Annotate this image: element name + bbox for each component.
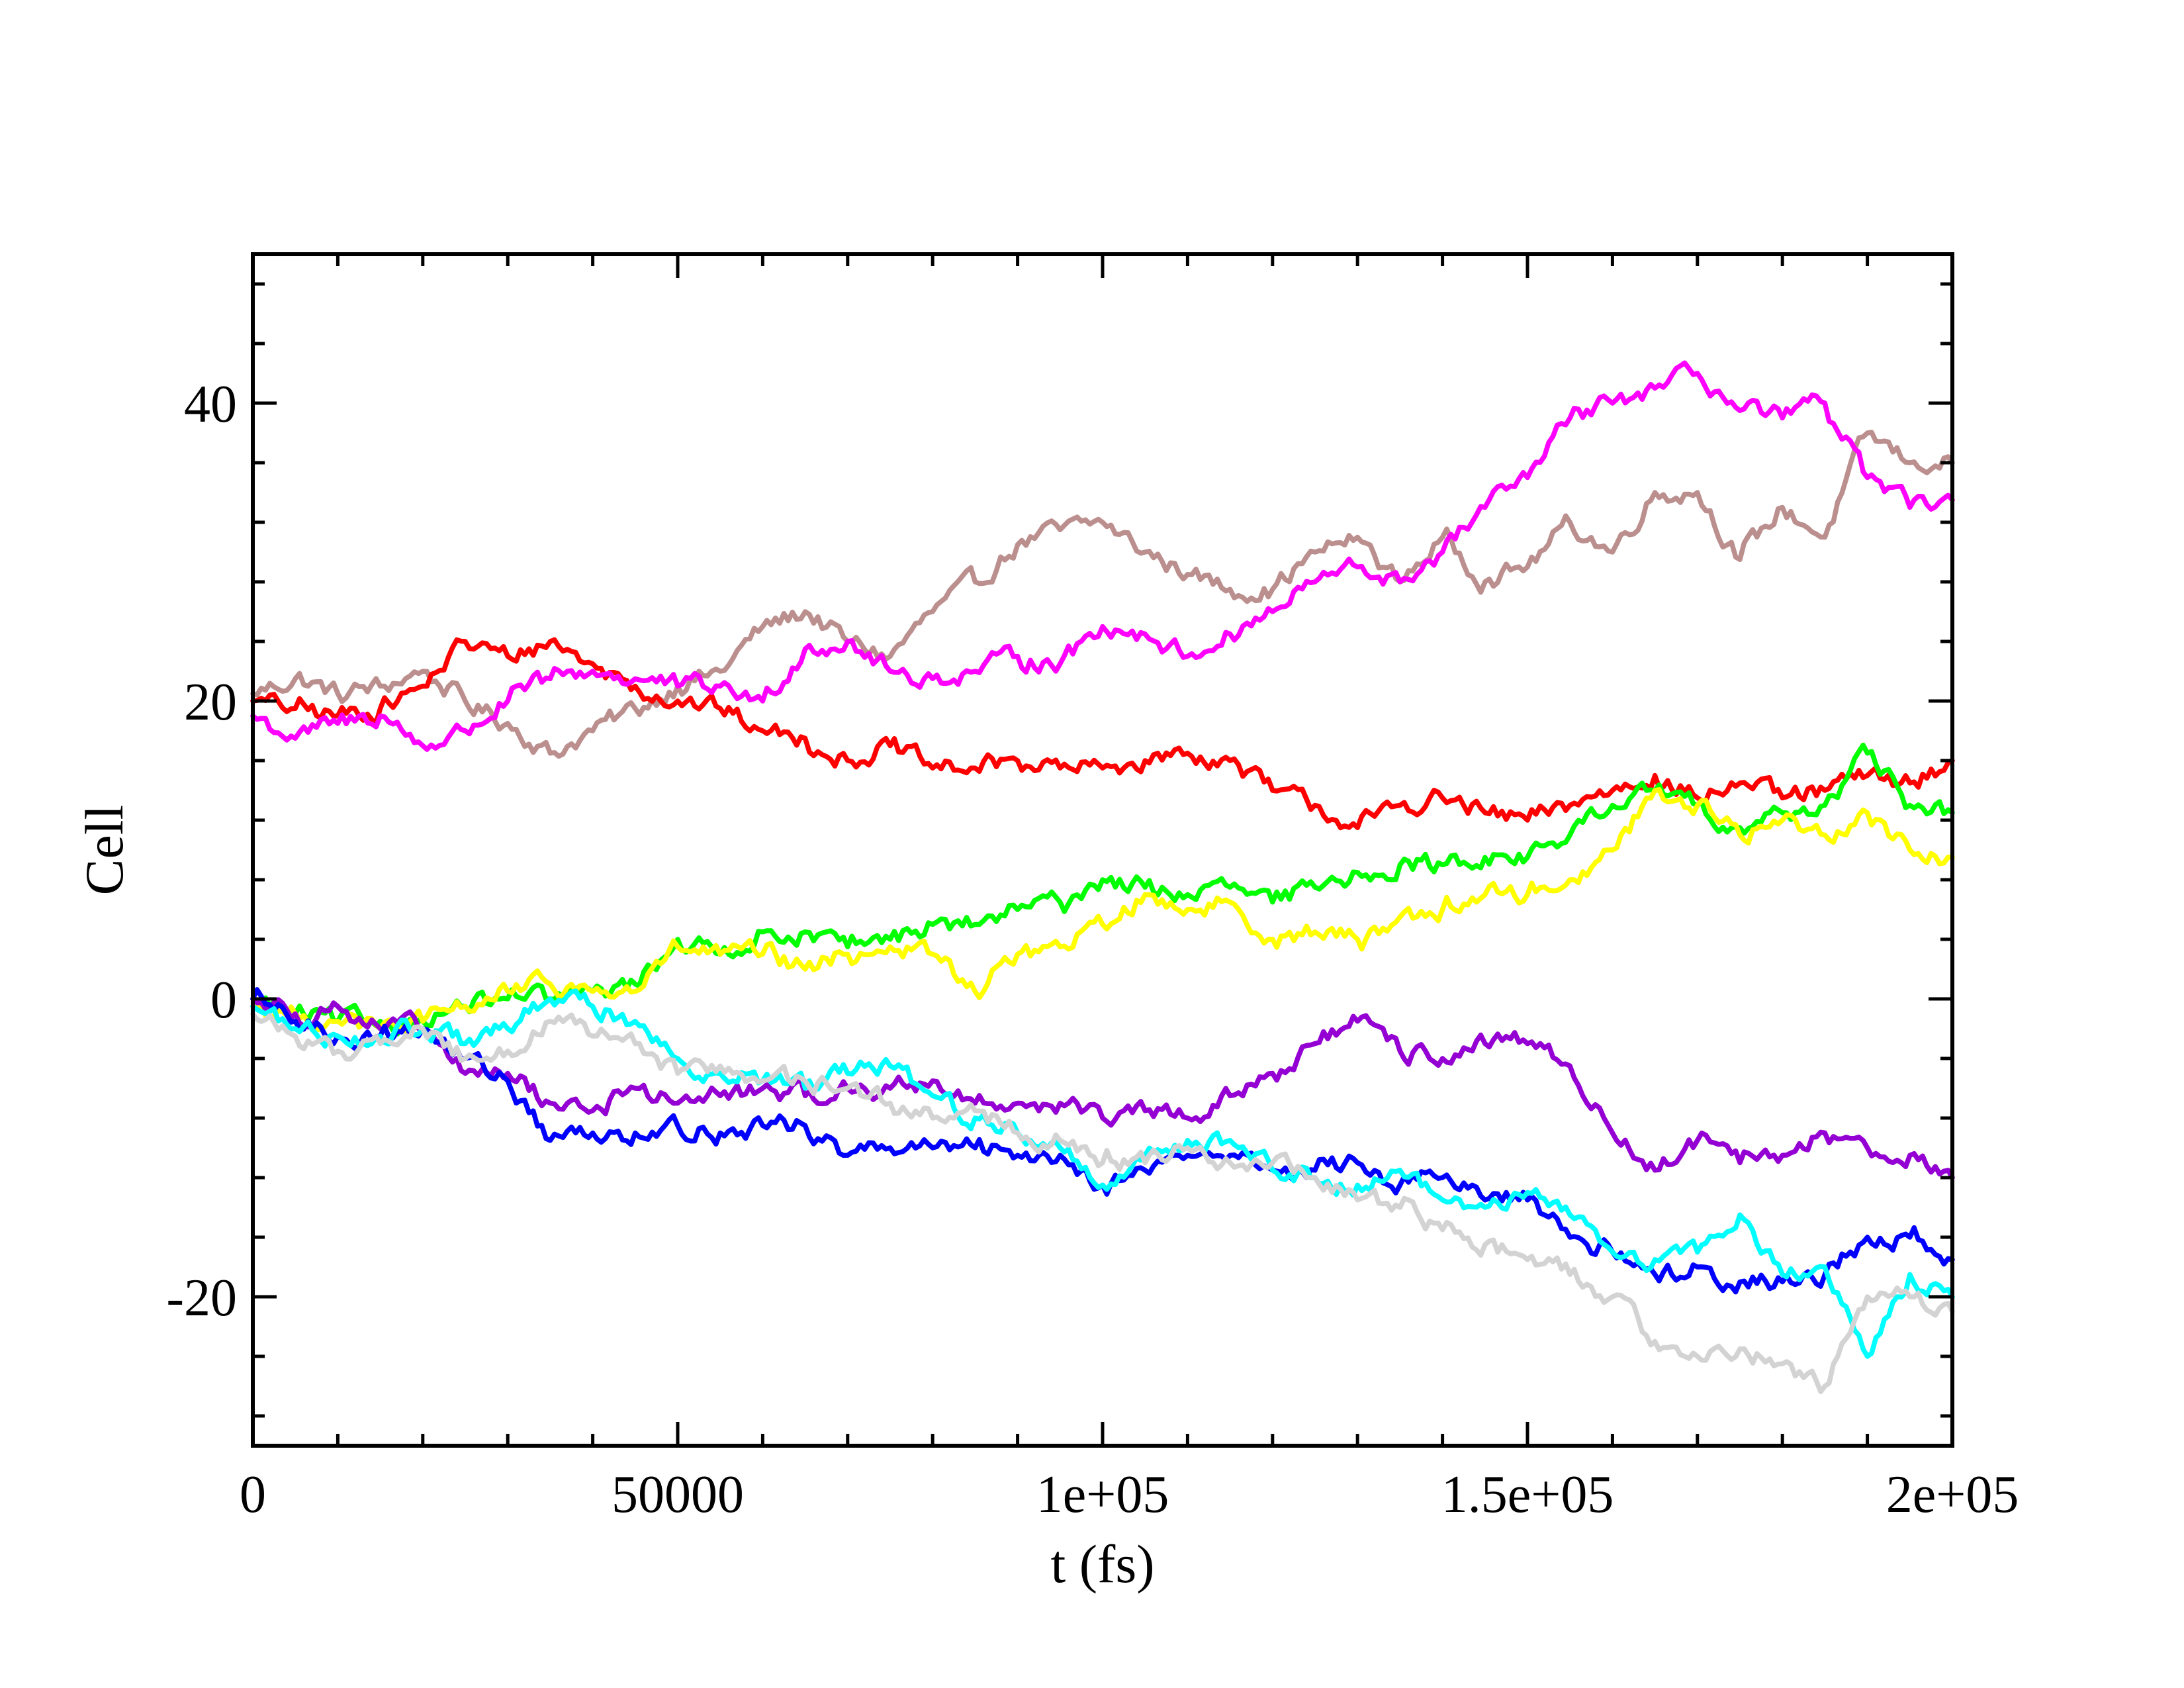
series-line-2: [250, 637, 1955, 831]
series-line-8: [250, 988, 1955, 1359]
y-tick-label: 40: [184, 375, 237, 434]
y-axis-title: Cell: [74, 805, 134, 896]
y-tick-label: 20: [184, 673, 237, 731]
series-layer: [250, 360, 1955, 1395]
plot-frame: [251, 252, 1954, 1448]
y-tick-label: -20: [166, 1269, 237, 1327]
series-line-3: [250, 360, 1955, 752]
series-line-4: [250, 742, 1955, 1037]
x-tick-label: 1e+05: [1036, 1466, 1169, 1524]
series-line-1: [250, 430, 1955, 759]
x-axis-title: t (fs): [1050, 1534, 1154, 1594]
x-tick-label: 0: [240, 1466, 266, 1524]
series-line-9: [250, 1011, 1955, 1395]
x-tick-label: 50000: [612, 1466, 744, 1524]
series-line-6: [250, 996, 1955, 1180]
series-line-5: [250, 787, 1955, 1035]
tick-labels: 0 50000 1e+05 1.5e+05 2e+05 -20 0 20 40: [166, 375, 2019, 1524]
x-tick-label: 1.5e+05: [1441, 1466, 1614, 1524]
y-tick-label: 0: [210, 971, 237, 1029]
x-tick-label: 2e+05: [1886, 1466, 2019, 1524]
